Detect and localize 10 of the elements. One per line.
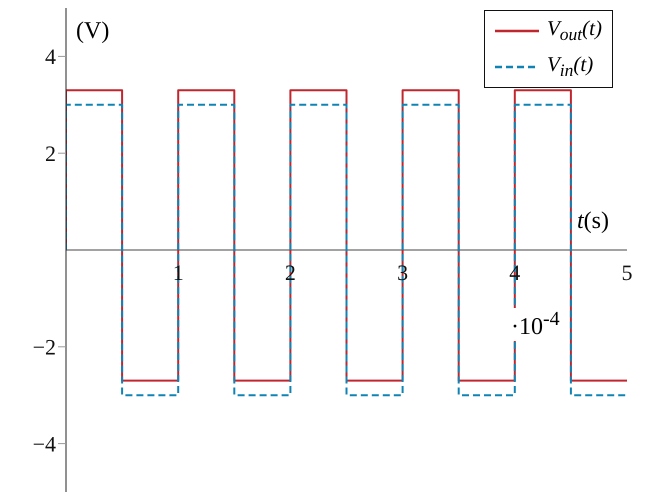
x-tick-label: 5 bbox=[622, 260, 632, 285]
y-tick-label: −4 bbox=[32, 431, 56, 456]
legend-label: V$_{in}$(t) bbox=[546, 51, 594, 82]
y-tick-label: −2 bbox=[32, 334, 56, 360]
y-tick-label: 4 bbox=[45, 44, 56, 70]
x-axis-title: t(s) bbox=[577, 208, 609, 235]
annotation: ·10$^{-4}$ bbox=[509, 308, 562, 341]
y-axis-title: (V) bbox=[76, 18, 110, 45]
y-tick-label: 2 bbox=[45, 141, 56, 166]
legend-label: V$_{out}$(t) bbox=[546, 15, 602, 46]
